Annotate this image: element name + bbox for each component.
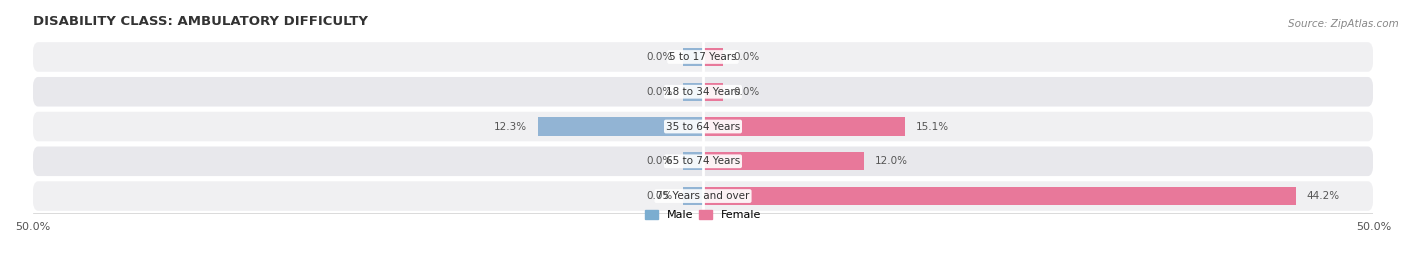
Bar xyxy=(703,118,905,136)
Bar xyxy=(683,83,703,101)
Bar xyxy=(703,83,723,101)
FancyBboxPatch shape xyxy=(32,42,1374,72)
Text: 0.0%: 0.0% xyxy=(734,52,761,62)
Text: Source: ZipAtlas.com: Source: ZipAtlas.com xyxy=(1288,19,1399,29)
Bar xyxy=(703,48,723,66)
Text: 65 to 74 Years: 65 to 74 Years xyxy=(666,156,740,166)
Text: 12.3%: 12.3% xyxy=(495,122,527,132)
Text: 15.1%: 15.1% xyxy=(917,122,949,132)
Text: 0.0%: 0.0% xyxy=(734,87,761,97)
Bar xyxy=(683,48,703,66)
FancyBboxPatch shape xyxy=(32,181,1374,211)
Bar xyxy=(538,118,703,136)
Bar xyxy=(683,187,703,205)
Text: 5 to 17 Years: 5 to 17 Years xyxy=(669,52,737,62)
FancyBboxPatch shape xyxy=(32,112,1374,141)
Legend: Male, Female: Male, Female xyxy=(644,210,762,220)
Bar xyxy=(703,152,863,170)
FancyBboxPatch shape xyxy=(32,77,1374,107)
Text: 0.0%: 0.0% xyxy=(645,191,672,201)
Text: 0.0%: 0.0% xyxy=(645,156,672,166)
Text: 0.0%: 0.0% xyxy=(645,87,672,97)
FancyBboxPatch shape xyxy=(32,147,1374,176)
Text: 0.0%: 0.0% xyxy=(645,52,672,62)
Text: 18 to 34 Years: 18 to 34 Years xyxy=(666,87,740,97)
Text: 75 Years and over: 75 Years and over xyxy=(657,191,749,201)
Text: 35 to 64 Years: 35 to 64 Years xyxy=(666,122,740,132)
Text: 12.0%: 12.0% xyxy=(875,156,908,166)
Bar xyxy=(703,187,1295,205)
Text: 44.2%: 44.2% xyxy=(1306,191,1340,201)
Bar xyxy=(683,152,703,170)
Text: DISABILITY CLASS: AMBULATORY DIFFICULTY: DISABILITY CLASS: AMBULATORY DIFFICULTY xyxy=(32,15,367,28)
